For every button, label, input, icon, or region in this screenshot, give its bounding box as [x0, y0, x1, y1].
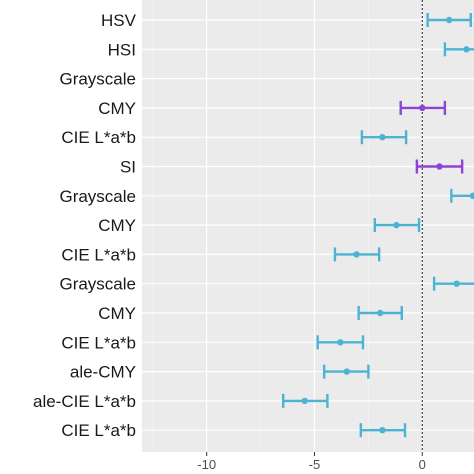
point-estimate [379, 427, 386, 434]
row-label: CIE L*a*b [61, 128, 136, 147]
point-estimate [469, 192, 474, 199]
row-label: CMY [98, 304, 136, 323]
error-bar [357, 306, 403, 320]
interval-marks [282, 13, 474, 438]
point-estimate [343, 368, 351, 375]
error-bar [432, 276, 474, 291]
row-label: HSV [101, 11, 137, 30]
error-bar [360, 130, 408, 145]
row-label: ale-CIE L*a*b [33, 392, 136, 411]
error-bar [373, 218, 421, 233]
point-estimate [353, 251, 360, 258]
point-estimate [301, 397, 308, 405]
point-estimate [393, 221, 400, 229]
point-estimate [377, 309, 384, 317]
error-bar [333, 247, 381, 262]
error-bar [443, 42, 474, 57]
row-label: HSI [108, 40, 136, 59]
error-bar [426, 13, 472, 27]
row-label: CIE L*a*b [61, 421, 136, 440]
row-label: Grayscale [59, 70, 136, 89]
row-label: CMY [98, 99, 136, 118]
point-estimate [436, 163, 443, 170]
error-bar [282, 393, 329, 408]
point-estimate [453, 280, 460, 287]
row-label: SI [120, 158, 136, 177]
point-estimate [419, 104, 426, 112]
x-tick-label: -10 [197, 457, 216, 472]
row-label: CIE L*a*b [61, 333, 136, 352]
plot-panel [142, 0, 474, 452]
x-tick-label: -5 [309, 457, 321, 472]
row-label: ale-CMY [70, 363, 136, 382]
row-label: CIE L*a*b [61, 245, 136, 264]
error-bar [359, 423, 407, 438]
error-bar [450, 188, 474, 203]
row-label: CMY [98, 216, 136, 235]
row-labels: HSV HSI Grayscale CMY CIE L*a*b SI Grayscale CM… [33, 11, 137, 440]
x-tick-label: 0 [419, 457, 426, 472]
error-bar [316, 335, 365, 350]
point-estimate [379, 134, 386, 141]
point-estimate [463, 46, 470, 53]
row-label: Grayscale [59, 187, 136, 206]
error-bar [399, 100, 447, 115]
row-label: Grayscale [59, 275, 136, 294]
point-estimate [337, 339, 344, 346]
error-bar [415, 159, 464, 174]
error-bar [322, 364, 370, 379]
point-estimate [446, 16, 453, 24]
x-axis-ticks: -10 -5 0 [197, 452, 426, 472]
